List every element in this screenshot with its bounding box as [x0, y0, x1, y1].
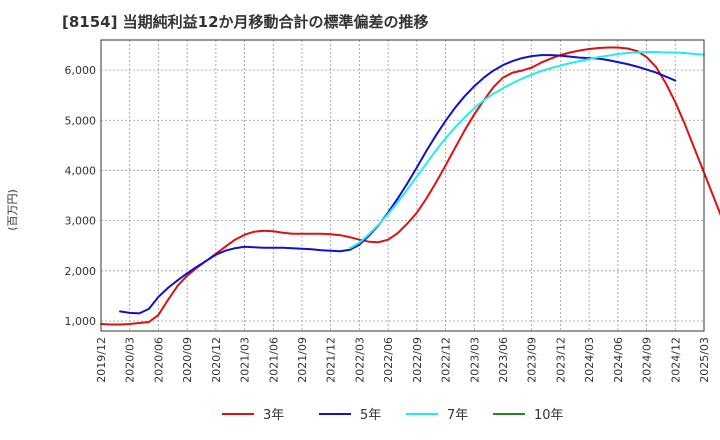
x-tick-label: 2024/09 [641, 337, 654, 383]
x-tick-label: 2022/03 [353, 337, 366, 383]
legend-label-10年: 10年 [534, 408, 564, 423]
x-tick-label: 2024/12 [669, 337, 682, 383]
x-tick-label: 2022/09 [411, 337, 424, 383]
x-tick-label: 2020/03 [124, 337, 137, 383]
x-tick-label: 2021/12 [325, 337, 338, 383]
legend-label-3年: 3年 [263, 408, 284, 423]
x-tick-label: 2024/03 [583, 337, 596, 383]
series-line-7年 [348, 51, 705, 250]
x-tick-label: 2021/09 [296, 337, 309, 383]
y-tick-label: 6,000 [65, 64, 97, 77]
plot-frame [100, 39, 705, 332]
x-tick-label: 2019/12 [95, 337, 108, 383]
x-tick-label: 2020/09 [181, 337, 194, 383]
y-axis: 1,000 2,000 3,000 4,000 5,000 6,000 [65, 64, 97, 328]
legend: 3年 5年 7年 10年 [222, 408, 564, 423]
x-axis: 2019/12 2020/03 2020/06 2020/09 2020/12 2021/… [95, 337, 711, 383]
y-tick-label: 5,000 [65, 114, 97, 127]
x-tick-label: 2025/03 [698, 337, 711, 383]
legend-label-5年: 5年 [360, 408, 381, 423]
x-tick-label: 2023/03 [468, 337, 481, 383]
y-tick-label: 2,000 [65, 265, 97, 278]
y-tick-label: 1,000 [65, 315, 97, 328]
x-tick-label: 2023/09 [526, 337, 539, 383]
y-tick-label: 4,000 [65, 164, 97, 177]
x-tick-label: 2021/03 [239, 337, 252, 383]
x-tick-label: 2024/06 [612, 337, 625, 383]
chart-title: [8154] 当期純利益12か月移動合計の標準偏差の推移 [62, 13, 429, 31]
x-tick-label: 2020/12 [210, 337, 223, 383]
series-line-5年 [119, 54, 677, 315]
legend-label-7年: 7年 [447, 408, 468, 423]
plot-area [101, 40, 704, 331]
x-tick-label: 2023/12 [554, 337, 567, 383]
plot-background [101, 40, 704, 331]
y-tick-label: 3,000 [65, 215, 97, 228]
series-lines [100, 46, 720, 326]
x-tick-label: 2020/06 [152, 337, 165, 383]
x-tick-label: 2021/06 [267, 337, 280, 383]
x-tick-label: 2022/12 [440, 337, 453, 383]
x-tick-label: 2022/06 [382, 337, 395, 383]
y-axis-title: (百万円) [6, 189, 19, 231]
y-axis-title-group: (百万円) [6, 189, 19, 231]
x-tick-label: 2023/06 [497, 337, 510, 383]
plot-border [100, 39, 705, 332]
